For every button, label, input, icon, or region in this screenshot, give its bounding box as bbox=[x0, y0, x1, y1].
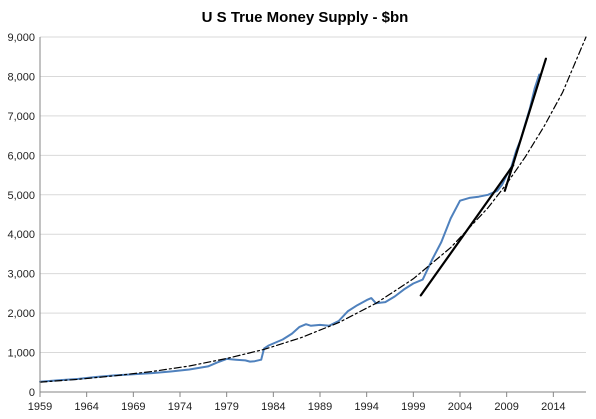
y-tick-label: 5,000 bbox=[7, 190, 35, 202]
chart-title: U S True Money Supply - $bn bbox=[202, 9, 409, 26]
series-lines bbox=[39, 36, 587, 383]
series-line-linear-trend bbox=[419, 164, 515, 297]
y-tick-label: 4,000 bbox=[7, 229, 35, 241]
series-line-linear-trend bbox=[503, 57, 548, 192]
y-tick-label: 9,000 bbox=[7, 32, 35, 44]
x-tick-label: 1964 bbox=[74, 401, 98, 413]
x-tick-label: 2014 bbox=[541, 401, 565, 413]
gridlines bbox=[40, 36, 586, 354]
y-tick-label: 0 bbox=[29, 387, 35, 399]
y-axis-tick-labels: 0 1,000 2,000 3,000 4,000 5,000 6,000 7,000 8,00… bbox=[7, 32, 35, 399]
x-tick-label: 1984 bbox=[261, 401, 285, 413]
x-tick-label: 1989 bbox=[308, 401, 332, 413]
x-tick-label: 1994 bbox=[354, 401, 378, 413]
y-tick-label: 6,000 bbox=[7, 150, 35, 162]
x-tick-label: 1959 bbox=[28, 401, 52, 413]
x-tick-label: 1969 bbox=[121, 401, 145, 413]
y-tick-label: 8,000 bbox=[7, 71, 35, 83]
y-tick-label: 2,000 bbox=[7, 308, 35, 320]
x-tick-label: 2004 bbox=[448, 401, 472, 413]
y-tick-label: 1,000 bbox=[7, 348, 35, 360]
y-tick-label: 7,000 bbox=[7, 111, 35, 123]
series-line-money-supply bbox=[39, 73, 541, 383]
x-tick-label: 2009 bbox=[494, 401, 518, 413]
x-tick-label: 1974 bbox=[168, 401, 192, 413]
x-tick-label: 1979 bbox=[214, 401, 238, 413]
x-tick-label: 1999 bbox=[401, 401, 425, 413]
y-tick-label: 3,000 bbox=[7, 269, 35, 281]
series-line-exponential-trend bbox=[39, 36, 587, 383]
x-axis-tick-labels: 1959 1964 1969 1974 1979 1984 1989 1994 1999 2004… bbox=[28, 392, 566, 413]
